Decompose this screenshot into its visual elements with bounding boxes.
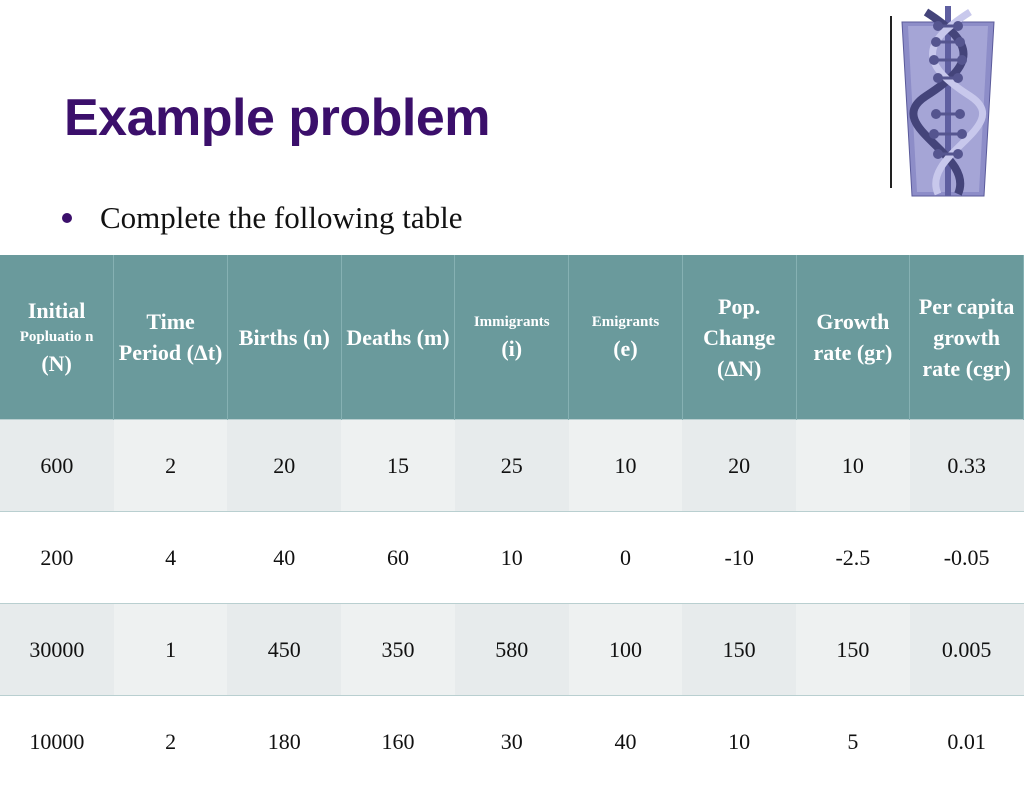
header-extra: (i) — [501, 336, 522, 361]
table-row: 10000 2 180 160 30 40 10 5 0.01 — [0, 696, 1024, 787]
cell-emigrants: 40 — [569, 696, 683, 787]
dna-helix-icon — [898, 4, 998, 200]
header-small: Immigrants — [457, 311, 566, 333]
cell-births: 180 — [227, 696, 341, 787]
cell-pop-change: 20 — [682, 420, 796, 512]
slide-title: Example problem — [64, 88, 490, 148]
header-deaths: Deaths (m) — [341, 255, 455, 420]
table-header-row: Initial Popluatio n (N) Time Period (Δt)… — [0, 255, 1024, 420]
header-pop-change: Pop. Change (ΔN) — [682, 255, 796, 420]
cell-time-period: 1 — [114, 604, 228, 696]
cell-per-capita-growth-rate: 0.01 — [910, 696, 1024, 787]
header-initial-population: Initial Popluatio n (N) — [0, 255, 114, 420]
cell-deaths: 15 — [341, 420, 455, 512]
header-per-capita-growth-rate: Per capita growth rate (cgr) — [910, 255, 1024, 420]
header-extra: (N) — [41, 351, 72, 376]
header-main: Pop. Change (ΔN) — [703, 294, 775, 381]
bullet-item: Complete the following table — [62, 200, 462, 236]
cell-time-period: 2 — [114, 420, 228, 512]
header-main: Time Period (Δt) — [119, 309, 223, 365]
cell-deaths: 160 — [341, 696, 455, 787]
cell-immigrants: 25 — [455, 420, 569, 512]
header-growth-rate: Growth rate (gr) — [796, 255, 910, 420]
cell-time-period: 4 — [114, 512, 228, 604]
cell-pop-change: -10 — [682, 512, 796, 604]
cell-initial-population: 200 — [0, 512, 114, 604]
cell-immigrants: 580 — [455, 604, 569, 696]
cell-initial-population: 10000 — [0, 696, 114, 787]
header-main: Per capita growth rate (cgr) — [919, 294, 1015, 381]
logo-divider — [890, 16, 892, 188]
header-main: Growth rate (gr) — [814, 309, 893, 365]
cell-per-capita-growth-rate: 0.005 — [910, 604, 1024, 696]
cell-growth-rate: -2.5 — [796, 512, 910, 604]
cell-deaths: 60 — [341, 512, 455, 604]
cell-emigrants: 100 — [569, 604, 683, 696]
population-table: Initial Popluatio n (N) Time Period (Δt)… — [0, 255, 1024, 787]
cell-time-period: 2 — [114, 696, 228, 787]
cell-emigrants: 0 — [569, 512, 683, 604]
cell-pop-change: 150 — [682, 604, 796, 696]
bullet-dot-icon — [62, 213, 72, 223]
header-main: Initial — [28, 298, 85, 323]
cell-initial-population: 30000 — [0, 604, 114, 696]
header-time-period: Time Period (Δt) — [114, 255, 228, 420]
cell-deaths: 350 — [341, 604, 455, 696]
cell-growth-rate: 5 — [796, 696, 910, 787]
cell-emigrants: 10 — [569, 420, 683, 512]
cell-per-capita-growth-rate: 0.33 — [910, 420, 1024, 512]
cell-per-capita-growth-rate: -0.05 — [910, 512, 1024, 604]
table-row: 30000 1 450 350 580 100 150 150 0.005 — [0, 604, 1024, 696]
header-births: Births (n) — [227, 255, 341, 420]
header-immigrants: Immigrants (i) — [455, 255, 569, 420]
bullet-text: Complete the following table — [100, 200, 462, 236]
cell-initial-population: 600 — [0, 420, 114, 512]
cell-growth-rate: 10 — [796, 420, 910, 512]
header-extra: (e) — [613, 336, 637, 361]
cell-births: 40 — [227, 512, 341, 604]
cell-growth-rate: 150 — [796, 604, 910, 696]
header-emigrants: Emigrants (e) — [569, 255, 683, 420]
table-row: 200 4 40 60 10 0 -10 -2.5 -0.05 — [0, 512, 1024, 604]
header-small: Popluatio n — [2, 326, 111, 348]
cell-immigrants: 10 — [455, 512, 569, 604]
header-small: Emigrants — [571, 311, 680, 333]
cell-immigrants: 30 — [455, 696, 569, 787]
table-row: 600 2 20 15 25 10 20 10 0.33 — [0, 420, 1024, 512]
header-main: Deaths (m) — [346, 325, 449, 350]
header-main: Births (n) — [239, 325, 330, 350]
cell-pop-change: 10 — [682, 696, 796, 787]
cell-births: 20 — [227, 420, 341, 512]
cell-births: 450 — [227, 604, 341, 696]
